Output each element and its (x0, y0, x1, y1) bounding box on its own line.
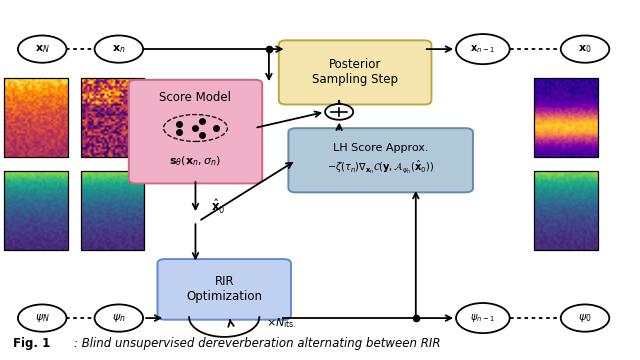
Text: $-\zeta(\tau_n)\nabla_{\mathbf{x}_n}\mathcal{C}(\mathbf{y}, \mathcal{A}_{\psi_n}: $-\zeta(\tau_n)\nabla_{\mathbf{x}_n}\mat… (327, 159, 434, 176)
Text: $\mathbf{x}_0$: $\mathbf{x}_0$ (578, 43, 592, 55)
Text: Fig. 1: Fig. 1 (13, 337, 51, 350)
Text: Score Model: Score Model (159, 91, 232, 104)
FancyBboxPatch shape (157, 259, 291, 320)
Text: $\psi_0$: $\psi_0$ (578, 312, 592, 324)
Text: RIR
Optimization: RIR Optimization (186, 275, 262, 303)
FancyBboxPatch shape (289, 128, 473, 192)
Circle shape (456, 34, 509, 64)
Text: Posterior
Sampling Step: Posterior Sampling Step (312, 58, 398, 86)
Circle shape (95, 36, 143, 63)
Circle shape (95, 305, 143, 332)
Text: LH Score Approx.: LH Score Approx. (333, 143, 428, 153)
Text: $\mathbf{x}_{n-1}$: $\mathbf{x}_{n-1}$ (470, 43, 495, 55)
Circle shape (561, 36, 609, 63)
Bar (4, 171, 68, 250)
Circle shape (18, 36, 67, 63)
Bar (81, 78, 145, 157)
Text: $\times N_{\rm its.}$: $\times N_{\rm its.}$ (266, 316, 296, 330)
Text: $\mathbf{x}_N$: $\mathbf{x}_N$ (35, 43, 50, 55)
Text: $\psi_{n-1}$: $\psi_{n-1}$ (470, 312, 495, 324)
Text: $\hat{\mathbf{x}}_0$: $\hat{\mathbf{x}}_0$ (211, 198, 226, 216)
Bar (534, 171, 598, 250)
Circle shape (18, 305, 67, 332)
Circle shape (561, 305, 609, 332)
Text: : Blind unsupervised dereverberation alternating between RIR: : Blind unsupervised dereverberation alt… (74, 337, 440, 350)
Bar (4, 78, 68, 157)
Bar (534, 78, 598, 157)
FancyBboxPatch shape (279, 40, 431, 104)
Text: $\mathbf{s}_\theta(\mathbf{x}_n, \sigma_n)$: $\mathbf{s}_\theta(\mathbf{x}_n, \sigma_… (170, 154, 221, 168)
Text: $\mathbf{x}_n$: $\mathbf{x}_n$ (112, 43, 125, 55)
Circle shape (456, 303, 509, 333)
FancyBboxPatch shape (129, 80, 262, 183)
Circle shape (325, 104, 353, 120)
Bar (81, 171, 145, 250)
Text: $\psi_N$: $\psi_N$ (35, 312, 50, 324)
Text: $\psi_n$: $\psi_n$ (112, 312, 125, 324)
